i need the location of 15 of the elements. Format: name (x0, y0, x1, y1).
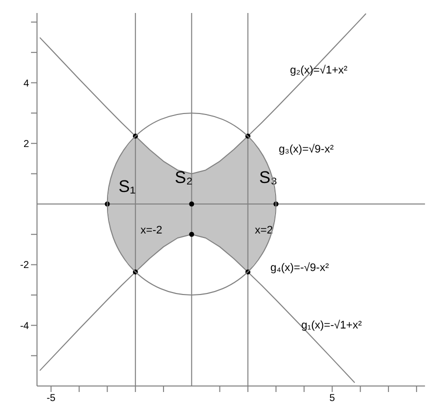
y-tick-label: 4 (23, 78, 30, 90)
annotation: g₃(x)=√9-x² (278, 143, 334, 156)
ref-line-label: x=-2 (140, 224, 162, 236)
y-tick-label: -4 (20, 320, 30, 332)
series-label: g₁(x)=-√1+x² (301, 319, 362, 332)
ref-line-label: x=2 (254, 224, 273, 236)
annotation: S₂ (174, 168, 193, 187)
annotation: S₃ (259, 168, 278, 187)
annotation: S₁ (118, 176, 136, 196)
series-label: g₂(x)=√1+x² (290, 64, 348, 77)
y-tick-label: -2 (20, 260, 30, 272)
annotation: g₄(x)=-√9-x² (270, 262, 330, 274)
y-tick-label: 2 (23, 138, 30, 150)
x-tick-label: -5 (46, 393, 56, 404)
x-tick-label: 5 (329, 393, 336, 404)
